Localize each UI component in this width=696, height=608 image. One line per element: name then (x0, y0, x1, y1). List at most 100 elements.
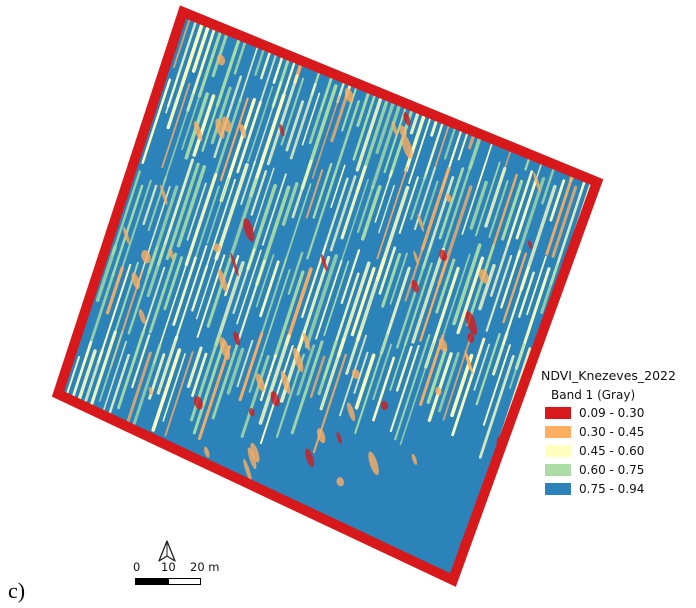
crop-row-stripe (261, 173, 287, 246)
scale-label-0: 0 (133, 560, 141, 574)
low-ndvi-patch (465, 311, 478, 336)
crop-row-stripe (319, 337, 346, 411)
crop-row-stripe (610, 264, 635, 340)
crop-row-stripe (400, 12, 435, 97)
legend-class-4: 0.75 - 0.94 (545, 479, 676, 498)
crop-row-stripe (474, 161, 501, 237)
crop-row-stripe (650, 100, 675, 175)
crop-row-stripe (142, 184, 158, 226)
low-ndvi-patch (531, 385, 540, 406)
crop-row-stripe (603, 184, 632, 274)
crop-row-stripe (309, 355, 326, 398)
crop-row-stripe (427, 352, 453, 423)
crop-row-stripe (665, 84, 686, 149)
crop-row-stripe (368, 12, 384, 48)
crop-row-stripe (186, 346, 203, 389)
crop-row-stripe (131, 334, 151, 389)
low-ndvi-patch (435, 387, 442, 396)
crop-row-stripe (162, 353, 186, 422)
crop-row-stripe (601, 13, 619, 67)
crop-row-stripe (540, 12, 558, 57)
low-ndvi-patch (107, 134, 114, 146)
crop-row-stripe (369, 12, 393, 65)
crop-row-stripe (523, 12, 553, 88)
crop-row-stripe (508, 343, 526, 389)
crop-row-stripe (540, 12, 573, 15)
crop-row-stripe (161, 82, 191, 169)
crop-row-stripe (515, 178, 538, 240)
crop-row-stripe (352, 83, 380, 161)
low-ndvi-patch (131, 272, 140, 290)
crop-row-stripe (234, 12, 250, 30)
crop-row-stripe (432, 12, 466, 110)
crop-row-stripe (148, 252, 178, 334)
crop-row-stripe (489, 244, 509, 297)
crop-row-stripe (666, 92, 691, 168)
low-ndvi-patch (347, 402, 356, 422)
legend-band-label: Band 1 (Gray) (551, 388, 636, 402)
low-ndvi-patch (302, 332, 311, 351)
crop-row-stripe (491, 12, 516, 78)
low-ndvi-patch (216, 54, 226, 66)
crop-row-stripe (378, 184, 395, 234)
legend-classes: 0.09 - 0.30 0.30 - 0.45 0.45 - 0.60 0.60 - … (541, 403, 676, 498)
crop-row-stripe (521, 74, 544, 137)
low-ndvi-patch (138, 308, 146, 324)
low-ndvi-patch (239, 123, 247, 139)
low-ndvi-patch (148, 387, 154, 396)
crop-row-stripe (285, 100, 305, 152)
crop-row-stripe (191, 265, 208, 312)
low-ndvi-patch (533, 171, 541, 193)
legend-swatch (545, 463, 571, 476)
crop-row-stripe (252, 167, 275, 234)
low-ndvi-patch (408, 33, 418, 51)
scale-bar (135, 578, 201, 585)
low-ndvi-patch (113, 98, 119, 113)
low-ndvi-patch (478, 269, 489, 284)
crop-row-stripe (116, 179, 152, 284)
legend-class-0: 0.09 - 0.30 (545, 403, 676, 422)
low-ndvi-patch (98, 496, 106, 506)
crop-row-stripe (219, 97, 249, 182)
low-ndvi-patch (101, 168, 107, 182)
crop-row-stripe (290, 340, 324, 435)
crop-row-stripe (518, 271, 535, 318)
crop-row-stripe (58, 253, 73, 319)
crop-row-stripe (223, 0, 248, 3)
crop-row-stripe (163, 93, 194, 182)
crop-row-stripe (164, 351, 194, 437)
crop-row-stripe (146, 0, 178, 2)
crop-row-stripe (323, 177, 349, 249)
low-ndvi-patch (452, 44, 459, 61)
crop-row-stripe (621, 0, 646, 71)
crop-row-stripe (258, 334, 291, 425)
crop-row-stripe (440, 161, 473, 257)
crop-row-stripe (102, 340, 127, 414)
crop-row-stripe (549, 179, 566, 222)
crop-row-stripe (369, 12, 403, 25)
crop-row-stripe (213, 75, 243, 159)
crop-row-stripe (125, 351, 152, 426)
legend-class-label: 0.45 - 0.60 (579, 443, 645, 458)
crop-row-stripe (111, 184, 144, 277)
crop-row-stripe (473, 0, 501, 8)
crop-row-stripe (117, 329, 145, 410)
crop-row-stripe (58, 270, 60, 365)
crop-row-stripe (551, 185, 578, 258)
crop-row-stripe (422, 180, 439, 226)
low-ndvi-patch (203, 446, 210, 458)
crop-row-stripe (419, 334, 445, 406)
crop-row-stripe (470, 12, 500, 79)
crop-row-stripe (478, 354, 515, 459)
crop-row-stripe (353, 351, 369, 394)
crop-row-stripe (236, 100, 262, 174)
crop-row-stripe (291, 0, 320, 9)
crop-row-stripe (269, 12, 307, 28)
crop-row-stripe (626, 11, 654, 98)
crop-row-stripe (456, 256, 485, 335)
crop-row-stripe (569, 84, 597, 183)
low-ndvi-patch (399, 125, 407, 137)
crop-row-stripe (338, 12, 355, 34)
crop-row-stripe (659, 4, 678, 61)
crop-row-stripe (419, 257, 449, 342)
